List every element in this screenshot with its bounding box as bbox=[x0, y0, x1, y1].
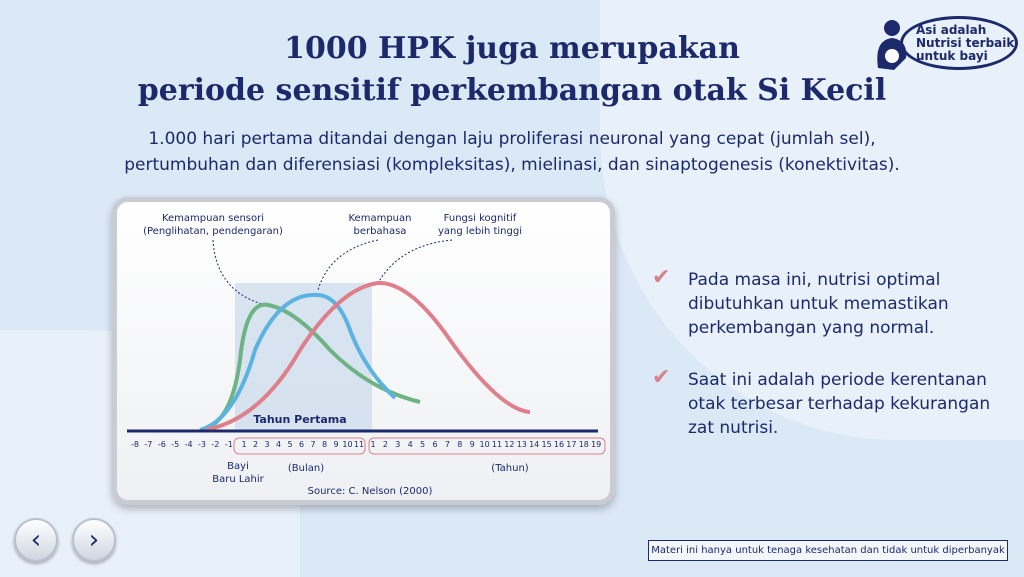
axis-tick: -6 bbox=[157, 440, 166, 449]
annotation-text: yang lebih tinggi bbox=[438, 226, 522, 237]
page-title: 1000 HPK juga merupakan periode sensitif … bbox=[0, 28, 1024, 112]
years-bracket bbox=[368, 437, 606, 455]
footer-disclaimer: Materi ini hanya untuk tenaga kesehatan … bbox=[648, 540, 1008, 561]
axis-tick: 9 bbox=[469, 440, 475, 449]
axis-tick: 16 bbox=[553, 440, 565, 449]
chevron-left-icon: ‹ bbox=[30, 525, 42, 555]
bullet-item: ✔ Pada masa ini, nutrisi optimal dibutuhk… bbox=[652, 265, 992, 340]
cognitive-annotation: Fungsi kognitif yang lebih tinggi bbox=[425, 212, 535, 238]
axis-tick: -3 bbox=[198, 440, 206, 449]
previous-button[interactable]: ‹ bbox=[14, 518, 58, 562]
axis-tick: 15 bbox=[541, 440, 552, 449]
axis-tick: -4 bbox=[184, 440, 193, 449]
title-line: periode sensitif perkembangan otak Si Ke… bbox=[137, 73, 887, 108]
axis-tick: 2 bbox=[382, 440, 388, 449]
next-button[interactable]: › bbox=[72, 518, 116, 562]
chevron-right-icon: › bbox=[88, 525, 100, 555]
axis-tick: 11 bbox=[491, 440, 503, 449]
axis-tick: 5 bbox=[287, 440, 293, 449]
axis-tick: -7 bbox=[144, 440, 153, 449]
axis-tick: 5 bbox=[420, 440, 426, 449]
axis-tick: 9 bbox=[333, 440, 339, 449]
asi-logo: Asi adalah Nutrisi terbaik untuk bayi bbox=[870, 12, 1020, 74]
annotation-text: Kemampuan bbox=[348, 213, 412, 224]
logo-text: Asi adalah bbox=[916, 23, 987, 37]
axis-tick: -1 bbox=[224, 440, 233, 449]
subtitle: 1.000 hari pertama ditandai dengan laju … bbox=[60, 126, 964, 178]
subtitle-line: pertumbuhan dan diferensiasi (kompleksit… bbox=[124, 155, 900, 175]
axis-tick: 8 bbox=[457, 440, 463, 449]
annotation-text: Fungsi kognitif bbox=[443, 213, 517, 224]
annotation-text: Kemampuan sensori bbox=[161, 213, 265, 224]
axis-tick: 6 bbox=[432, 440, 438, 449]
annotation-text: (Penglihatan, pendengaran) bbox=[143, 226, 283, 237]
cognitive-curve bbox=[204, 280, 531, 432]
first-year-label: Tahun Pertama bbox=[253, 413, 347, 426]
axis-tick: 2 bbox=[252, 440, 259, 449]
axis-tick: 10 bbox=[479, 440, 490, 449]
axis-tick: 18 bbox=[578, 440, 589, 449]
bullet-text: Saat ini adalah periode kerentanan otak … bbox=[688, 370, 991, 438]
axis-tick: 8 bbox=[321, 440, 328, 449]
newborn-text: Bayi bbox=[227, 461, 249, 472]
axis-tick: 3 bbox=[395, 440, 401, 449]
axis-tick: 11 bbox=[353, 440, 365, 449]
axis-tick: 10 bbox=[342, 440, 353, 449]
months-label: (Bulan) bbox=[287, 463, 325, 474]
axis-tick: -8 bbox=[131, 440, 139, 449]
axis-tick: 19 bbox=[591, 440, 602, 449]
subtitle-line: 1.000 hari pertama ditandai dengan laju … bbox=[148, 129, 876, 149]
cognitive-leader bbox=[377, 239, 453, 284]
check-icon: ✔ bbox=[652, 365, 671, 390]
years-label: (Tahun) bbox=[491, 463, 529, 474]
logo-text: Nutrisi terbaik bbox=[916, 36, 1015, 50]
axis-tick: 4 bbox=[407, 440, 413, 449]
language-annotation: Kemampuan berbahasa bbox=[335, 212, 425, 238]
newborn-label: Bayi Baru Lahir bbox=[208, 460, 268, 486]
axis-tick: 12 bbox=[504, 440, 515, 449]
sensory-curve bbox=[204, 302, 421, 431]
axis-tick: 7 bbox=[444, 440, 450, 449]
logo-ellipse bbox=[900, 16, 1018, 70]
axis-tick: 7 bbox=[310, 440, 316, 449]
annotation-text: berbahasa bbox=[353, 226, 407, 237]
breastfeeding-icon bbox=[877, 20, 907, 70]
title-line: 1000 HPK juga merupakan bbox=[284, 31, 740, 66]
first-year-band bbox=[235, 283, 372, 431]
language-leader bbox=[317, 239, 379, 291]
axis-tick: 13 bbox=[516, 440, 527, 449]
sensory-leader bbox=[212, 239, 263, 305]
sensory-annotation: Kemampuan sensori (Penglihatan, pendengar… bbox=[128, 212, 298, 238]
language-curve bbox=[199, 292, 397, 432]
axis-tick: 1 bbox=[241, 440, 247, 449]
bullet-item: ✔ Saat ini adalah periode kerentanan otak… bbox=[652, 365, 992, 440]
check-icon: ✔ bbox=[652, 265, 671, 290]
chart-source: Source: C. Nelson (2000) bbox=[307, 486, 433, 497]
axis-tick: 1 bbox=[370, 440, 376, 449]
axis-tick: -5 bbox=[171, 440, 180, 449]
axis-tick: 14 bbox=[529, 440, 540, 449]
months-bracket bbox=[233, 437, 366, 455]
axis-tick: 17 bbox=[566, 440, 577, 449]
axis-tick: 6 bbox=[298, 440, 305, 449]
axis-tick: -2 bbox=[211, 440, 220, 449]
axis-tick: 3 bbox=[264, 440, 270, 449]
axis-tick: 4 bbox=[275, 440, 282, 449]
logo-text: untuk bayi bbox=[916, 49, 988, 63]
newborn-text: Baru Lahir bbox=[212, 474, 264, 485]
bullet-text: Pada masa ini, nutrisi optimal dibutuhka… bbox=[688, 270, 949, 338]
